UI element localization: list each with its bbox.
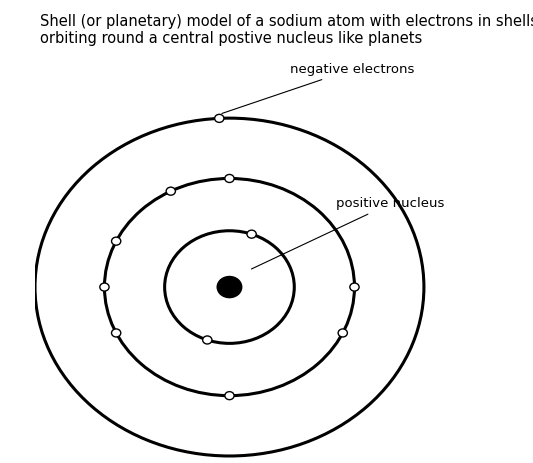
- Ellipse shape: [166, 187, 175, 195]
- Ellipse shape: [350, 283, 359, 291]
- Ellipse shape: [215, 114, 224, 122]
- Ellipse shape: [225, 392, 234, 400]
- Text: negative electrons: negative electrons: [222, 63, 414, 113]
- Ellipse shape: [111, 329, 121, 337]
- Ellipse shape: [203, 336, 212, 344]
- Ellipse shape: [100, 283, 109, 291]
- Ellipse shape: [111, 237, 121, 245]
- Ellipse shape: [338, 329, 348, 337]
- Ellipse shape: [225, 175, 234, 182]
- Text: positive nucleus: positive nucleus: [252, 197, 445, 269]
- Ellipse shape: [247, 230, 256, 238]
- Ellipse shape: [216, 276, 243, 298]
- Text: Shell (or planetary) model of a sodium atom with electrons in shells
orbiting ro: Shell (or planetary) model of a sodium a…: [39, 14, 533, 46]
